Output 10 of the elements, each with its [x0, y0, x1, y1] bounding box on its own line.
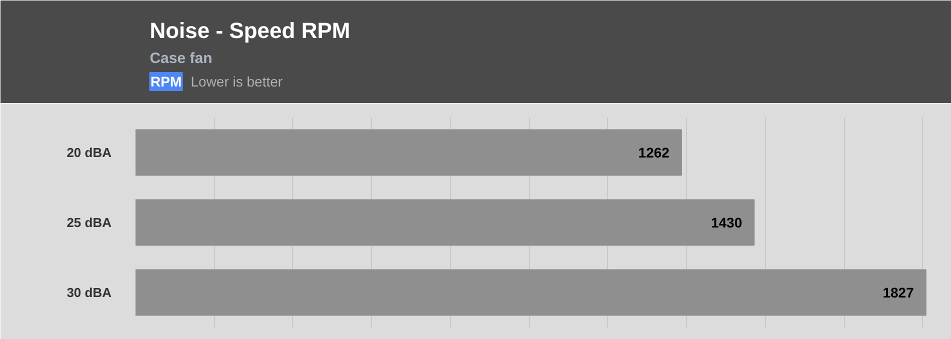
y-tick-label: 30 dBA [66, 285, 112, 300]
y-tick-label: 25 dBA [66, 215, 112, 230]
text: RPM [150, 74, 182, 90]
text: Lower is better [190, 74, 283, 90]
chart-title: Noise - Speed RPM [150, 18, 350, 43]
data-label: 1430 [710, 214, 742, 230]
data-label: 1827 [882, 284, 914, 300]
data-label: 1262 [638, 144, 670, 160]
chart-subtitle: Case fan [150, 50, 212, 67]
y-tick-label: 20 dBA [66, 145, 112, 160]
